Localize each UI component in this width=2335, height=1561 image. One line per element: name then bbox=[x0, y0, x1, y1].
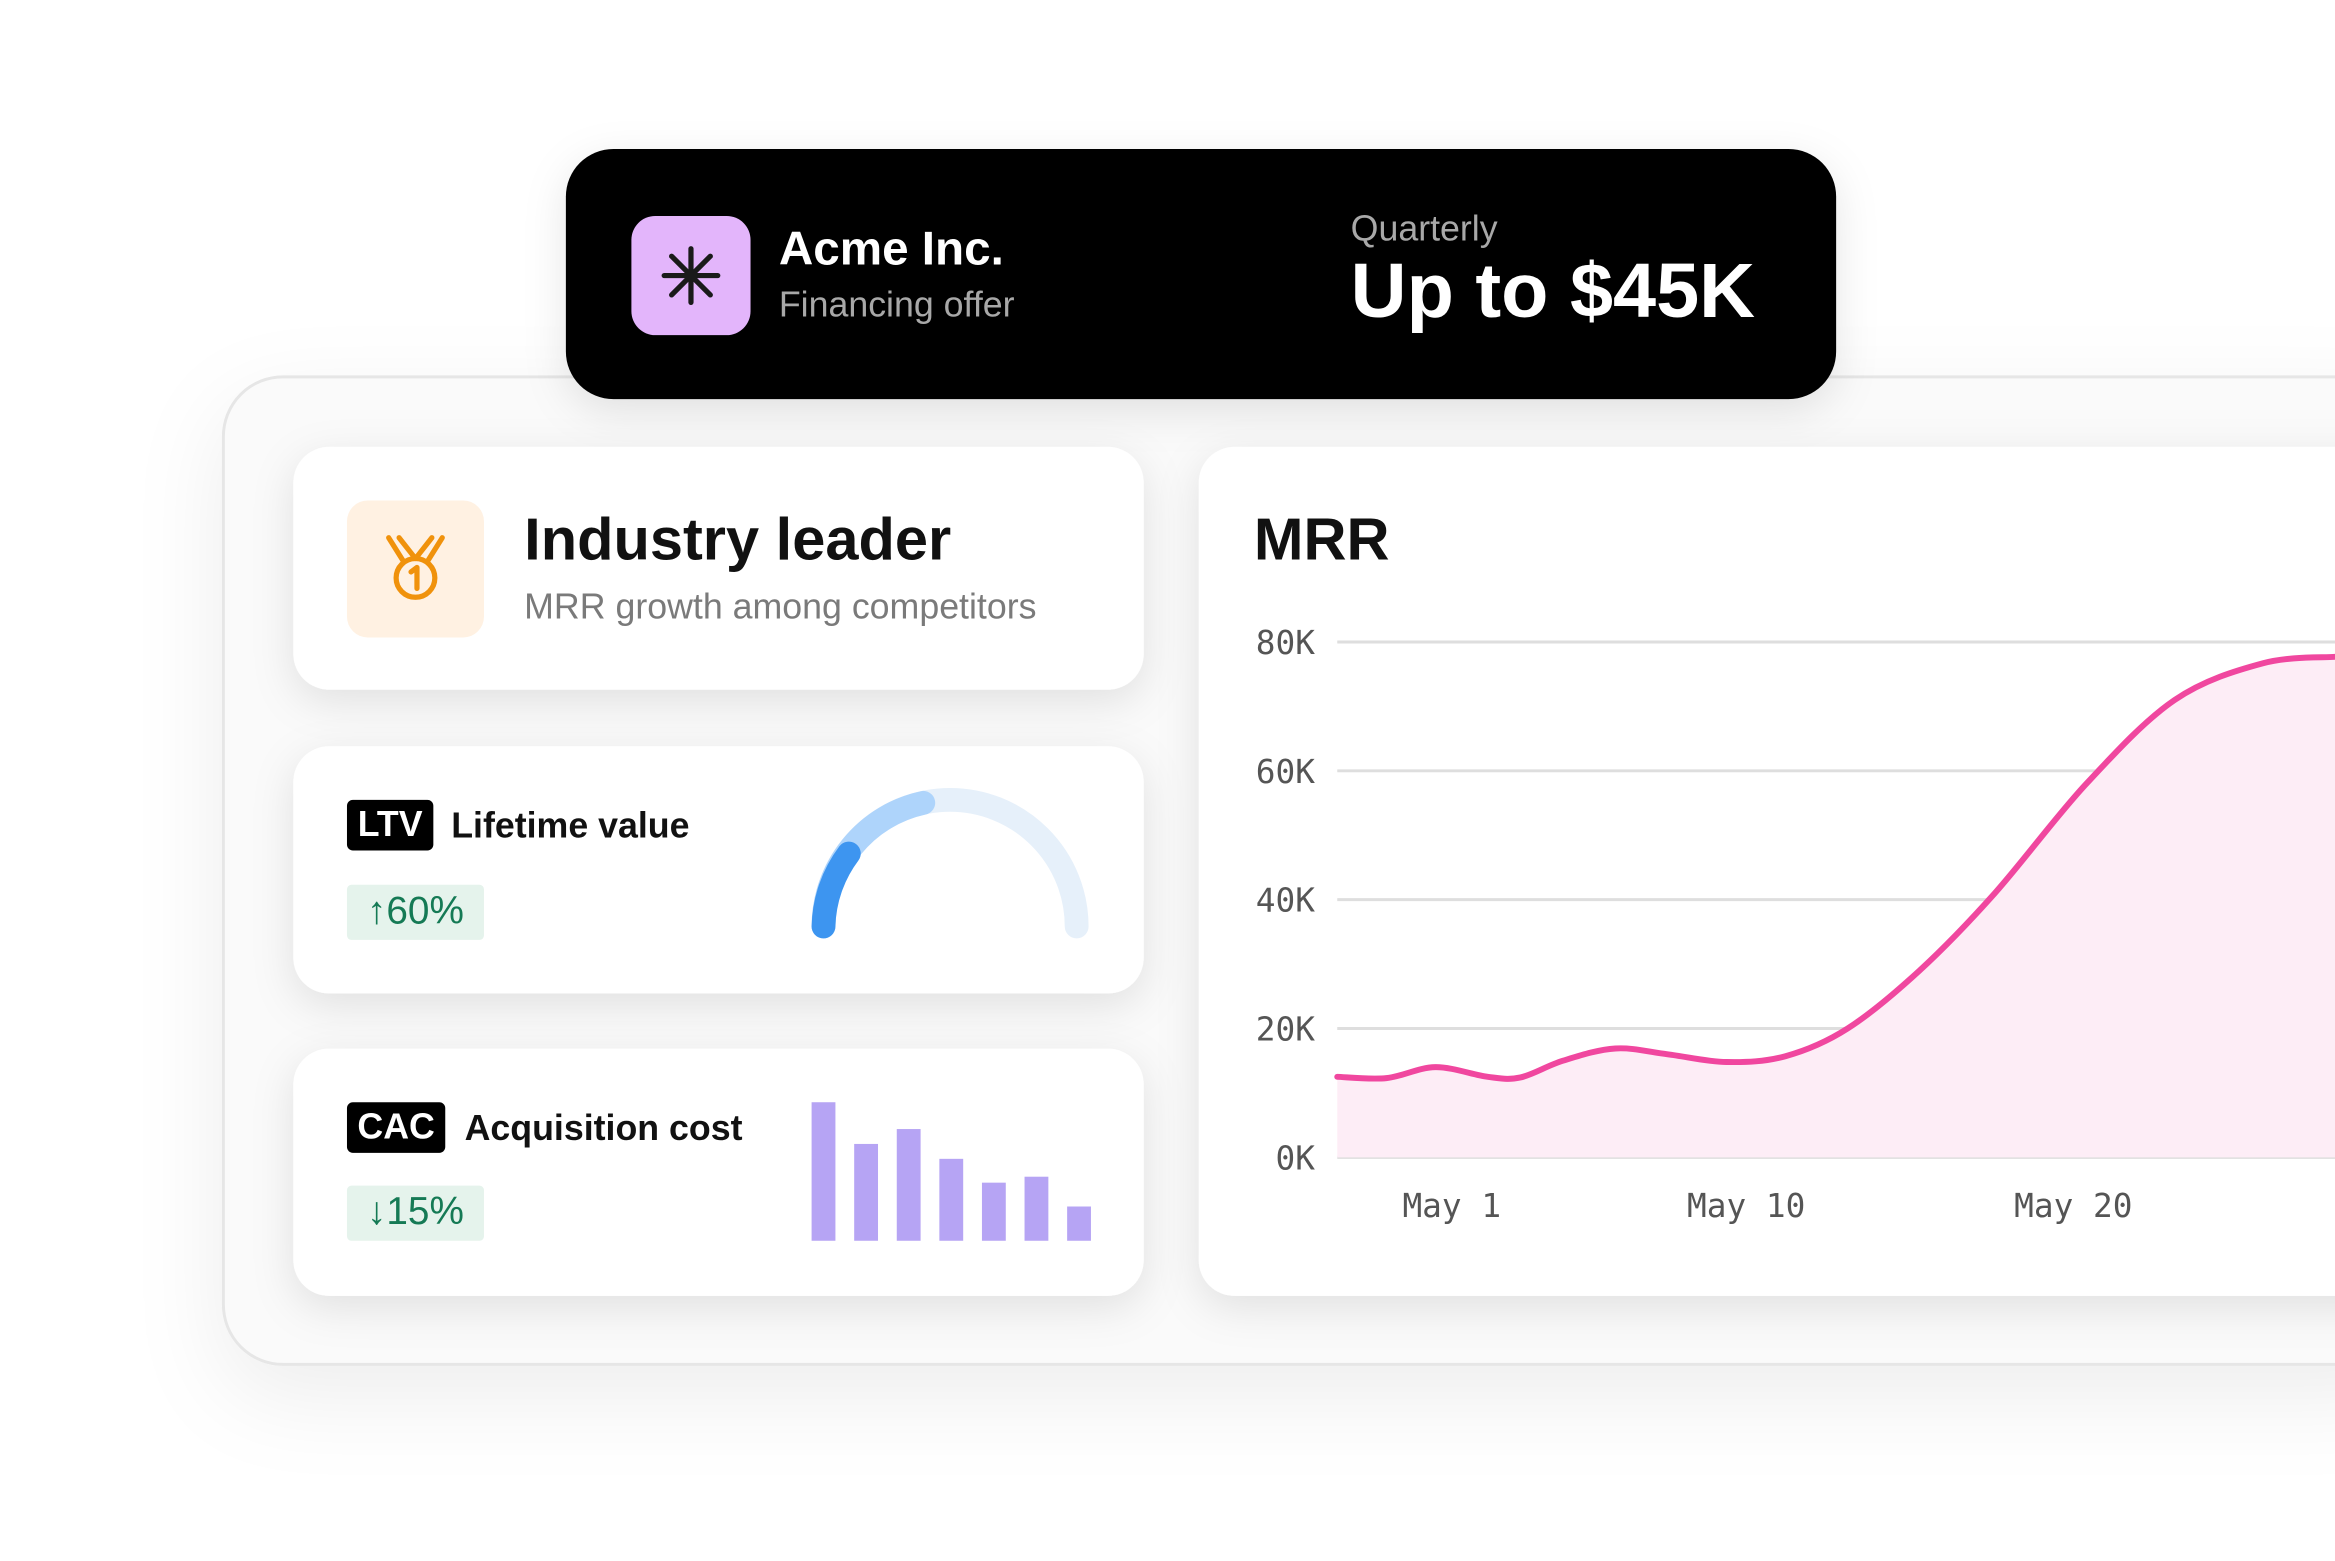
card-label: Acquisition cost bbox=[465, 1108, 743, 1148]
card-bg bbox=[293, 746, 1144, 994]
bar bbox=[896, 1129, 921, 1241]
y-tick-label: 80K bbox=[1256, 624, 1315, 662]
bar bbox=[854, 1143, 879, 1241]
badge-text: LTV bbox=[358, 804, 423, 844]
x-tick-label: May 20 bbox=[2014, 1187, 2132, 1225]
offer-subtitle: Financing offer bbox=[779, 284, 1015, 324]
leader-subtitle: MRR growth among competitors bbox=[524, 587, 1036, 627]
badge bbox=[346, 799, 434, 851]
offer-period: Quarterly bbox=[1351, 208, 1498, 248]
bar bbox=[981, 1182, 1006, 1241]
ltv-card: LTV Lifetime value ↑60% bbox=[293, 746, 1144, 994]
card-label: Lifetime value bbox=[451, 806, 689, 846]
y-tick-label: 40K bbox=[1256, 882, 1315, 920]
offer-card: Acme Inc. Financing offer Quarterly Up t… bbox=[565, 148, 1837, 400]
change-text: ↑60% bbox=[367, 889, 464, 932]
change-chip bbox=[346, 884, 484, 940]
x-tick-label: May 1 bbox=[1402, 1187, 1501, 1225]
leader-title: Industry leader bbox=[524, 505, 951, 572]
leader-card: Industry leader MRR growth among competi… bbox=[293, 446, 1144, 690]
card-bg bbox=[293, 446, 1144, 690]
cac-card: CAC Acquisition cost ↓15% bbox=[293, 1048, 1144, 1296]
change-text: ↓15% bbox=[367, 1190, 464, 1233]
change-chip bbox=[346, 1185, 484, 1241]
badge bbox=[346, 1102, 446, 1153]
bar bbox=[1024, 1176, 1049, 1241]
y-tick-label: 60K bbox=[1256, 753, 1315, 791]
bar bbox=[1067, 1206, 1091, 1241]
area bbox=[1337, 656, 2335, 1158]
bar bbox=[811, 1102, 836, 1241]
offer-bg bbox=[565, 148, 1837, 400]
chart-title: MRR bbox=[1254, 505, 1390, 572]
bar bbox=[939, 1158, 964, 1241]
offer-amount: Up to $45K bbox=[1351, 248, 1755, 334]
line bbox=[1334, 653, 2335, 1082]
company: Acme Inc. bbox=[779, 222, 1004, 275]
card-bg bbox=[293, 1048, 1144, 1296]
y-tick-label: 20K bbox=[1256, 1010, 1315, 1048]
asterisk-icon bbox=[661, 246, 721, 305]
gauge bbox=[811, 788, 1089, 939]
y-tick-label: 0K bbox=[1275, 1139, 1315, 1177]
x-tick-label: May 10 bbox=[1687, 1187, 1805, 1225]
mrr-card: MRR 0K 20K 40K 60K 80K May 1 May 10 May 20 bbox=[1198, 446, 2335, 1296]
medal-icon bbox=[386, 535, 445, 600]
badge-text: CAC bbox=[357, 1106, 434, 1146]
